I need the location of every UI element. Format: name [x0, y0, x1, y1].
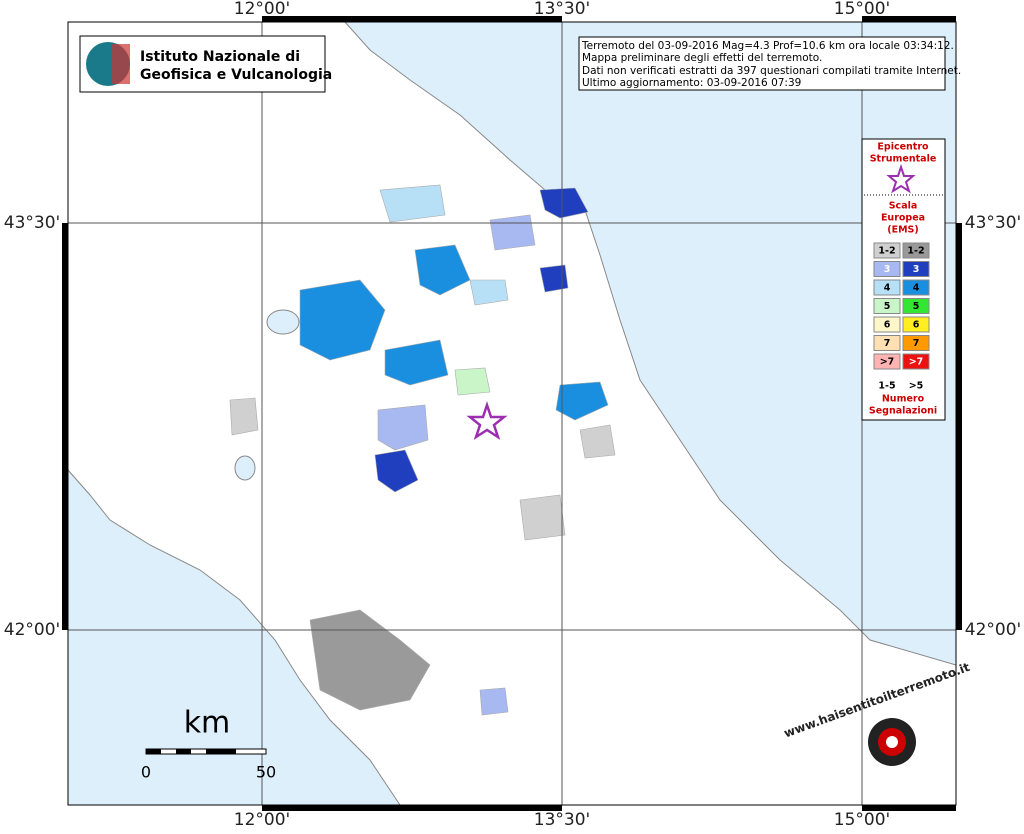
legend-swatch	[902, 279, 930, 296]
legend-swatch	[902, 242, 930, 259]
legend-swatch	[902, 316, 930, 333]
legend-swatch	[873, 335, 901, 351]
legend-class: 6	[884, 320, 891, 331]
legend-text: Epicentro	[877, 142, 929, 153]
lake	[234, 455, 256, 481]
legend-class: >7	[909, 357, 924, 368]
lon-label: 15°00'	[834, 810, 890, 830]
legend-text: Strumentale	[870, 154, 937, 165]
info-line: Ultimo aggiornamento: 03-09-2016 07:39	[582, 77, 801, 89]
lat-label: 43°30'	[965, 213, 1021, 233]
legend-count: 1-5	[878, 381, 895, 392]
legend-text: Numero	[882, 394, 925, 405]
legend-swatch	[902, 335, 930, 351]
legend-class: 3	[913, 264, 920, 275]
legend-swatch	[873, 316, 901, 333]
lon-label: 12°00'	[234, 810, 290, 830]
lake	[266, 309, 300, 335]
legend-text: Europea	[881, 213, 925, 224]
lon-label: 12°00'	[234, 0, 290, 19]
logo-text: Istituto Nazionale di	[140, 49, 300, 65]
legend-swatch	[873, 353, 901, 370]
legend-class: >7	[880, 357, 895, 368]
logo-text: Geofisica e Vulcanologia	[140, 67, 332, 83]
legend-swatch	[873, 298, 901, 314]
legend-swatch	[873, 242, 901, 259]
info-box	[578, 36, 946, 91]
lon-label: 13°30'	[534, 0, 590, 19]
lon-label: 15°00'	[834, 0, 890, 19]
info-line: Terremoto del 03-09-2016 Mag=4.3 Prof=10…	[581, 40, 954, 52]
legend-swatch	[902, 353, 930, 370]
legend-class: 1-2	[907, 246, 924, 257]
legend-class: 5	[913, 301, 920, 312]
epicenter	[466, 401, 508, 440]
legend-class: 4	[913, 283, 920, 294]
legend-swatch	[873, 279, 901, 296]
legend-swatch	[873, 261, 901, 277]
scale-unit: km	[184, 706, 231, 741]
legend-class: 3	[884, 264, 891, 275]
lat-label: 42°00'	[4, 620, 60, 640]
legend-count: >5	[909, 381, 924, 392]
legend-class: 7	[884, 338, 891, 349]
lat-label: 42°00'	[965, 620, 1021, 640]
land	[67, 21, 957, 806]
legend-text: Scala	[889, 201, 918, 212]
ingv-logo: Istituto Nazionale di Geofisica e Vulcan…	[79, 35, 332, 93]
legend-class: 1-2	[878, 246, 895, 257]
legend-class: 5	[884, 301, 891, 312]
info-line: Dati non verificati estratti da 397 ques…	[582, 65, 961, 77]
scale-label: 50	[256, 763, 276, 782]
lon-label: 13°30'	[534, 810, 590, 830]
scale-bar: km 0 50	[141, 706, 276, 782]
legend-text: Segnalazioni	[869, 406, 937, 417]
legend-class: 6	[913, 320, 920, 331]
legend: Epicentro Strumentale Scala Europea (EMS…	[861, 138, 946, 421]
info-line: Mappa preliminare degli effetti del terr…	[582, 52, 822, 64]
legend-class: 7	[913, 338, 920, 349]
scale-label: 0	[141, 763, 151, 782]
lat-label: 43°30'	[4, 213, 60, 233]
frame-ticks	[62, 16, 962, 811]
legend-text: (EMS)	[887, 225, 918, 236]
legend-swatch	[902, 298, 930, 314]
municipalities	[229, 184, 616, 716]
legend-class: 4	[884, 283, 891, 294]
legend-swatch	[902, 261, 930, 277]
